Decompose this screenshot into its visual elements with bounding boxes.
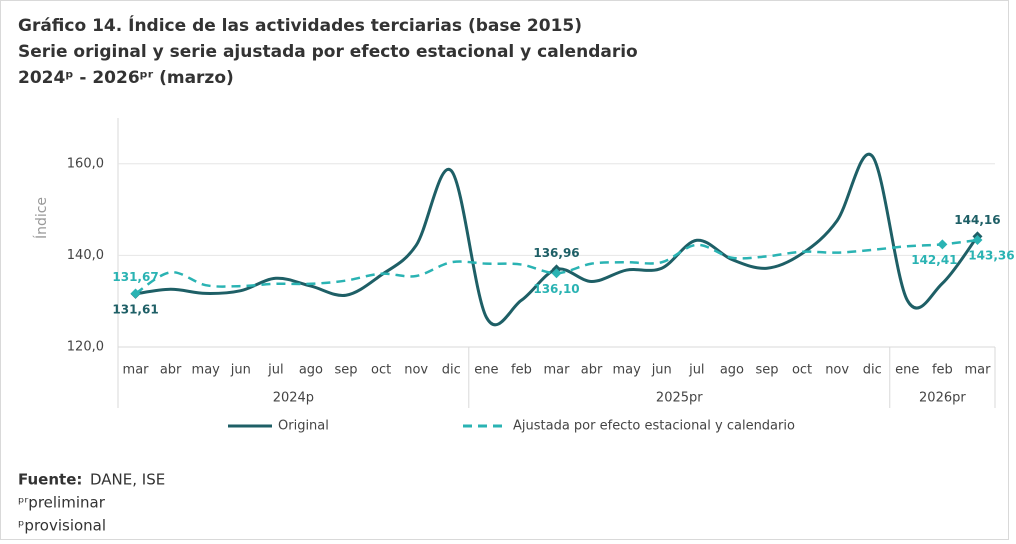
- x-group-label: 2024p: [273, 391, 314, 406]
- x-tick-label: mar: [544, 363, 571, 378]
- x-tick-label: may: [612, 363, 641, 378]
- x-tick-label: nov: [404, 363, 428, 378]
- x-tick-label: ago: [299, 363, 323, 378]
- data-label: 136,10: [533, 282, 579, 296]
- x-group-label: 2026pr: [919, 391, 966, 406]
- x-tick-label: jun: [230, 363, 251, 378]
- y-tick-label: 160,0: [67, 156, 104, 171]
- chart-subtitle: Serie original y serie ajustada por efec…: [18, 42, 638, 62]
- x-tick-label: mar: [964, 363, 991, 378]
- chart-period: 2024ᵖ - 2026ᵖʳ (marzo): [18, 68, 234, 88]
- data-label: 142,41: [911, 253, 957, 267]
- x-tick-label: may: [192, 363, 221, 378]
- note: ᵖprovisional: [18, 517, 106, 535]
- source-label: Fuente:: [18, 471, 82, 489]
- x-tick-label: sep: [335, 363, 358, 378]
- data-label: 131,61: [112, 302, 158, 316]
- point-marker: [972, 235, 983, 246]
- x-tick-label: sep: [755, 363, 778, 378]
- x-tick-label: oct: [792, 363, 812, 378]
- x-tick-label: dic: [442, 363, 461, 378]
- x-tick-label: jun: [651, 363, 672, 378]
- x-tick-label: abr: [581, 363, 603, 378]
- x-group-label: 2025pr: [656, 391, 703, 406]
- data-label: 136,96: [533, 246, 579, 260]
- x-tick-label: oct: [371, 363, 391, 378]
- x-tick-label: feb: [511, 363, 532, 378]
- point-marker: [551, 268, 562, 279]
- y-tick-label: 120,0: [67, 340, 104, 355]
- x-tick-label: ene: [895, 363, 919, 378]
- data-label: 144,16: [954, 213, 1000, 227]
- x-tick-label: jul: [688, 363, 704, 378]
- legend-label: Original: [278, 419, 329, 434]
- data-label: 131,67: [112, 270, 158, 284]
- x-tick-label: ago: [720, 363, 744, 378]
- y-axis-label: Índice: [33, 197, 50, 239]
- x-tick-label: mar: [123, 363, 150, 378]
- x-tick-label: ene: [474, 363, 498, 378]
- source: DANE, ISE: [90, 471, 165, 489]
- note: ᵖʳpreliminar: [18, 494, 106, 512]
- chart-title: Gráfico 14. Índice de las actividades te…: [18, 14, 582, 36]
- data-label: 143,36: [968, 249, 1014, 263]
- x-tick-label: jul: [267, 363, 283, 378]
- series-line: [135, 152, 979, 327]
- point-marker: [937, 239, 948, 250]
- x-tick-label: feb: [932, 363, 953, 378]
- legend-label: Ajustada por efecto estacional y calenda…: [513, 419, 795, 434]
- x-tick-label: nov: [825, 363, 849, 378]
- x-tick-label: abr: [160, 363, 182, 378]
- y-tick-label: 140,0: [67, 248, 104, 263]
- point-marker: [130, 288, 141, 299]
- x-tick-label: dic: [863, 363, 882, 378]
